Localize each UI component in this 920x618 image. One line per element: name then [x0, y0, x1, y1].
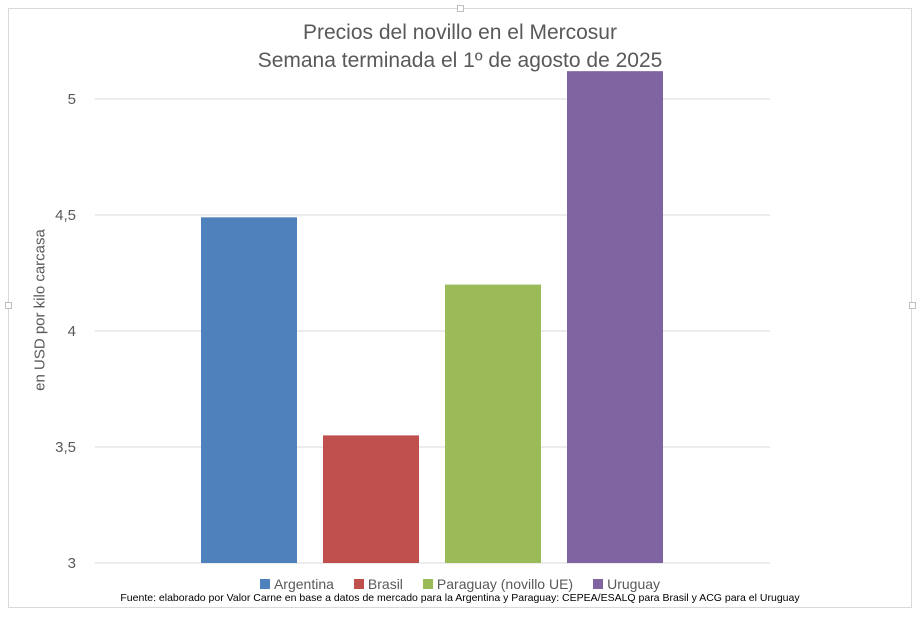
legend-label: Uruguay [607, 576, 661, 592]
bar-uruguay [567, 71, 663, 563]
bar-brasil [323, 435, 419, 563]
legend: Argentina Brasil Paraguay (novillo UE) Urug… [0, 576, 920, 592]
bar-paraguay-novillo-ue [445, 284, 541, 563]
y-tick-label: 4 [68, 323, 76, 340]
legend-item: Paraguay (novillo UE) [422, 576, 574, 592]
resize-handle-top[interactable] [457, 5, 464, 12]
legend-label: Paraguay (novillo UE) [436, 576, 574, 592]
bar-argentina [201, 217, 297, 563]
source-note: Fuente: elaborado por Valor Carne en bas… [120, 592, 800, 604]
legend-label: Brasil [367, 576, 403, 592]
y-tick-label: 5 [68, 91, 76, 108]
y-tick-label: 3,5 [55, 439, 76, 456]
chart-subtitle: Semana terminada el 1º de agosto de 2025 [257, 49, 663, 72]
legend-swatch [353, 579, 364, 589]
y-tick-label: 3 [68, 555, 76, 572]
legend-item: Brasil [353, 576, 403, 592]
legend-item: Uruguay [593, 576, 660, 592]
legend-item: Argentina [259, 576, 334, 592]
legend-swatch [259, 579, 270, 589]
legend-swatch [593, 579, 604, 589]
legend-label: Argentina [273, 576, 334, 592]
resize-handle-right[interactable] [909, 302, 916, 309]
legend-swatch [422, 579, 433, 589]
chart-title: Precios del novillo en el Mercosur [303, 21, 617, 44]
resize-handle-left[interactable] [5, 302, 12, 309]
y-tick-label: 4,5 [55, 207, 76, 224]
